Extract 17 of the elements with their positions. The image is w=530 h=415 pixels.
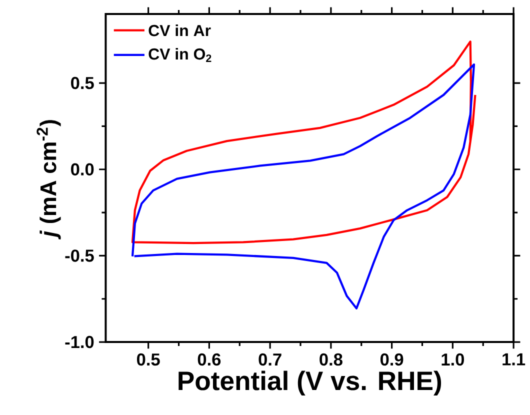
x-tick-label: 0.7 [258, 353, 282, 366]
legend-label: CV in Ar [148, 24, 211, 36]
x-tick-label: 0.8 [320, 353, 342, 366]
x-tick-label: 0.6 [198, 353, 221, 366]
y-tick-label: -0.5 [65, 250, 94, 262]
legend-label: CV in O$_{2}$ [148, 48, 212, 62]
line-series [131, 40, 476, 244]
y-axis-title: j (mA cm$^{-2}$) [36, 120, 61, 240]
x-axis-title: Potential (V vs. RHE) [178, 370, 442, 396]
y-tick-label: 0.5 [71, 76, 94, 90]
x-tick-label: 1.0 [442, 353, 464, 366]
x-tick-label: 1.1 [502, 353, 526, 366]
y-tick-label: -1.0 [65, 336, 94, 348]
line-series [131, 64, 476, 310]
y-tick-label: 0.0 [71, 163, 94, 176]
x-tick-label: 0.9 [380, 353, 404, 366]
x-tick-label: 0.5 [136, 353, 160, 366]
